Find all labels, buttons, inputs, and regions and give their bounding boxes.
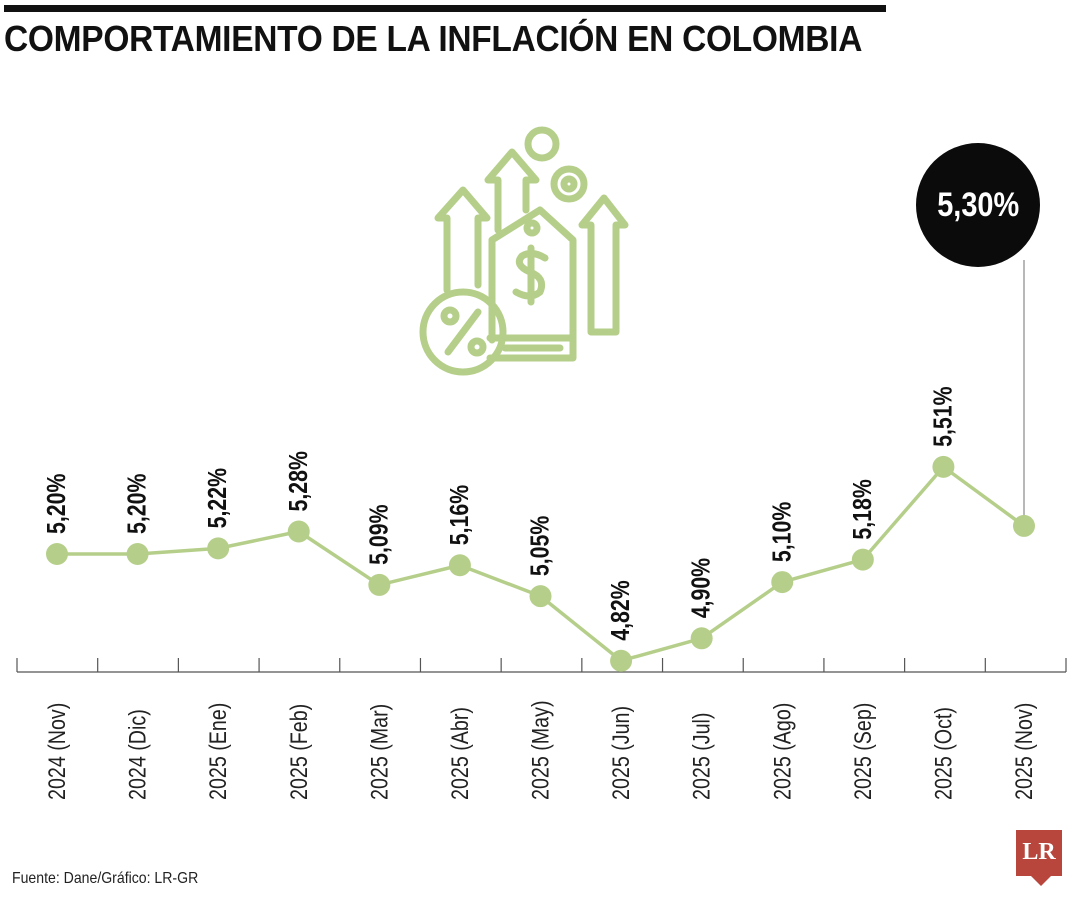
- data-point: [287, 520, 310, 543]
- data-point: [771, 571, 794, 594]
- x-tick-label: 2025 (Sep): [849, 703, 876, 800]
- x-tick-label: 2024 (Nov): [43, 703, 70, 800]
- data-point: [207, 537, 230, 560]
- x-tick-label: 2025 (Ene): [204, 703, 231, 800]
- data-point: [690, 627, 713, 650]
- data-label: 5,51%: [928, 386, 958, 446]
- data-point: [610, 649, 633, 672]
- data-label: 5,09%: [364, 504, 394, 564]
- data-point: [851, 548, 874, 571]
- highlight-value-label: 5,30%: [937, 185, 1019, 224]
- x-axis: [16, 658, 1067, 673]
- data-label: 5,28%: [284, 451, 314, 511]
- x-tick-label: 2025 (Oct): [930, 707, 957, 800]
- data-label: 5,22%: [203, 468, 233, 528]
- data-label: 5,20%: [42, 474, 72, 534]
- data-label: 5,20%: [123, 474, 153, 534]
- data-label: 4,90%: [687, 558, 717, 618]
- x-tick-label: 2025 (Jul): [688, 713, 715, 800]
- x-tick-label: 2025 (Abr): [446, 707, 473, 800]
- data-point: [126, 543, 149, 565]
- data-point: [46, 543, 68, 565]
- data-point: [932, 455, 955, 478]
- inflation-price-tag-arrows-icon: [419, 126, 629, 376]
- x-tick-label: 2025 (Mar): [365, 704, 392, 800]
- top-rule: [4, 5, 886, 12]
- x-tick-label: 2025 (Ago): [768, 703, 795, 800]
- x-tick-labels: 2024 (Nov) 2024 (Dic) 2025 (Ene) 2025 (Feb)…: [43, 701, 1037, 800]
- source-note: Fuente: Dane/Gráfico: LR-GR: [12, 870, 199, 887]
- x-tick-label: 2025 (May): [527, 701, 554, 800]
- x-tick-label: 2024 (Dic): [124, 709, 151, 800]
- data-point: [529, 585, 552, 608]
- highlight-value-bubble: 5,30%: [916, 143, 1040, 267]
- x-tick-label: 2025 (Nov): [1010, 703, 1037, 800]
- data-point: [368, 573, 391, 596]
- data-label: 5,10%: [767, 502, 797, 562]
- x-tick-label: 2025 (Jun): [607, 706, 634, 800]
- data-point: [1013, 514, 1035, 537]
- x-tick-label: 2025 (Feb): [285, 704, 312, 800]
- data-label: 5,16%: [445, 485, 475, 545]
- data-label: 5,18%: [848, 479, 878, 539]
- data-labels: 5,20% 5,20% 5,22% 5,28% 5,09% 5,16% 5,05% 4,82%…: [42, 386, 958, 640]
- data-points: [46, 455, 1035, 672]
- data-label: 5,05%: [526, 516, 556, 576]
- data-point: [448, 554, 471, 577]
- lr-logo: LR: [1016, 830, 1062, 886]
- chart-title: COMPORTAMIENTO DE LA INFLACIÓN EN COLOMB…: [4, 18, 863, 59]
- data-label: 4,82%: [606, 580, 636, 640]
